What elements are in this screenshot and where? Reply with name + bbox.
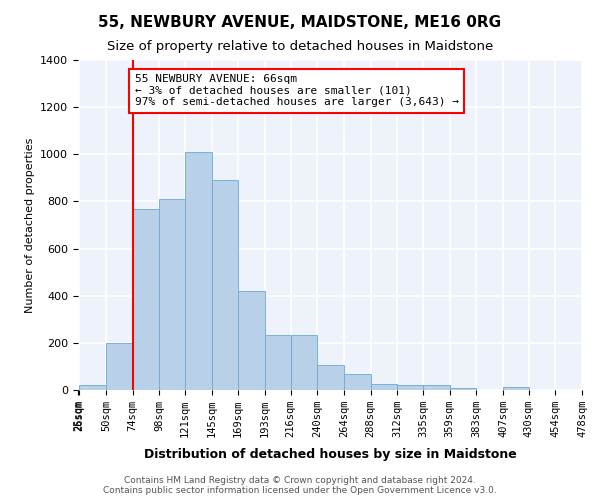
Text: Size of property relative to detached houses in Maidstone: Size of property relative to detached ho… <box>107 40 493 53</box>
Bar <box>371 384 397 390</box>
Bar <box>159 199 185 390</box>
Y-axis label: Number of detached properties: Number of detached properties <box>25 138 35 312</box>
Bar <box>79 386 106 390</box>
Bar <box>290 334 317 390</box>
Bar <box>238 291 265 390</box>
Bar <box>265 334 290 390</box>
Bar <box>133 208 159 390</box>
X-axis label: Distribution of detached houses by size in Maidstone: Distribution of detached houses by size … <box>143 448 517 462</box>
Bar <box>397 385 423 390</box>
Bar <box>185 152 212 390</box>
Bar <box>106 343 133 390</box>
Text: 55 NEWBURY AVENUE: 66sqm
← 3% of detached houses are smaller (101)
97% of semi-d: 55 NEWBURY AVENUE: 66sqm ← 3% of detache… <box>135 74 459 108</box>
Bar <box>212 180 238 390</box>
Bar <box>503 387 529 390</box>
Text: Contains HM Land Registry data © Crown copyright and database right 2024.
Contai: Contains HM Land Registry data © Crown c… <box>103 476 497 495</box>
Bar <box>423 386 449 390</box>
Text: 55, NEWBURY AVENUE, MAIDSTONE, ME16 0RG: 55, NEWBURY AVENUE, MAIDSTONE, ME16 0RG <box>98 15 502 30</box>
Bar <box>344 374 371 390</box>
Bar <box>449 388 476 390</box>
Bar <box>317 365 344 390</box>
